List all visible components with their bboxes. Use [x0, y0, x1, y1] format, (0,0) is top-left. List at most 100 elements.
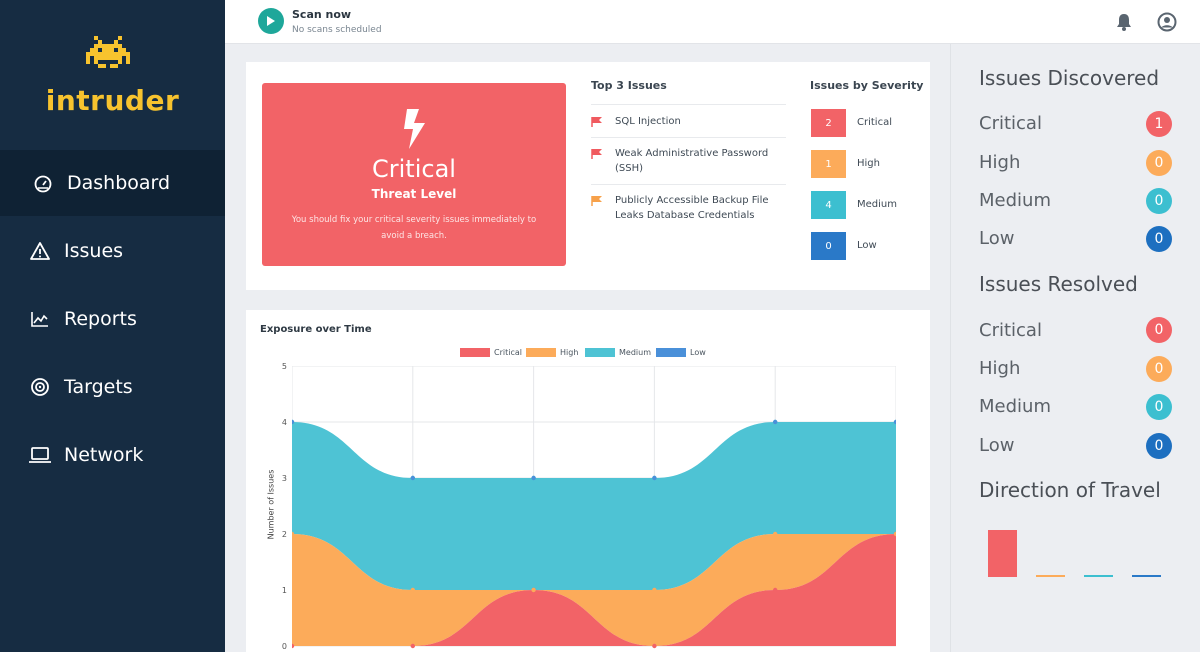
- logo-text: intruder: [45, 84, 180, 117]
- resolved-critical-badge[interactable]: 0: [1146, 317, 1172, 343]
- data-point-high[interactable]: [893, 531, 896, 537]
- data-point-low[interactable]: [652, 475, 657, 481]
- scan-now-label[interactable]: Scan now: [292, 8, 352, 21]
- legend-swatch: [526, 348, 556, 357]
- legend-critical[interactable]: Critical: [460, 348, 522, 357]
- issues-discovered-title: Issues Discovered: [979, 66, 1160, 90]
- flag-icon: [591, 117, 602, 127]
- laptop-icon: [28, 443, 52, 467]
- direction-bar: [988, 530, 1017, 577]
- dashboard-gauge-icon: [31, 171, 55, 195]
- resolved-low-badge[interactable]: 0: [1146, 433, 1172, 459]
- severity-critical-label: Critical: [857, 117, 892, 128]
- radar-target-icon: [28, 375, 52, 399]
- scan-schedule-status: No scans scheduled: [292, 25, 382, 35]
- nav-reports[interactable]: Reports: [0, 286, 225, 352]
- resolved-low-label: Low: [979, 435, 1015, 456]
- discovered-low-badge[interactable]: 0: [1146, 226, 1172, 252]
- data-point-low[interactable]: [773, 419, 778, 425]
- direction-bar: [1036, 575, 1065, 577]
- data-point-critical[interactable]: [292, 643, 295, 649]
- threat-level-caption: Threat Level: [371, 187, 457, 201]
- severity-high-count[interactable]: 1: [811, 150, 846, 178]
- legend-label: Medium: [619, 348, 651, 357]
- severity-title: Issues by Severity: [810, 79, 924, 92]
- threat-level-value: Critical: [372, 155, 456, 183]
- discovered-high-label: High: [979, 152, 1021, 173]
- legend-swatch: [656, 348, 686, 357]
- area-series-critical: [292, 534, 896, 646]
- warning-triangle-icon: [28, 239, 52, 263]
- flag-icon: [591, 149, 602, 159]
- space-invader-logo-icon: [86, 36, 130, 68]
- discovered-medium-badge[interactable]: 0: [1146, 188, 1172, 214]
- nav-targets[interactable]: Targets: [0, 354, 225, 420]
- exposure-area-chart: [292, 366, 896, 649]
- nav-dashboard[interactable]: Dashboard: [0, 150, 225, 216]
- severity-low-count[interactable]: 0: [811, 232, 846, 260]
- severity-critical-count[interactable]: 2: [811, 109, 846, 137]
- top-issues-title: Top 3 Issues: [591, 79, 667, 92]
- direction-of-travel-chart: [988, 530, 1161, 577]
- data-point-high[interactable]: [773, 531, 778, 537]
- data-point-low[interactable]: [410, 475, 415, 481]
- top-issue-item[interactable]: Weak Administrative Password (SSH): [591, 137, 786, 184]
- y-tick-label: 3: [281, 474, 287, 483]
- discovered-high-badge[interactable]: 0: [1146, 150, 1172, 176]
- data-point-critical[interactable]: [652, 643, 657, 649]
- chart-line-icon: [28, 307, 52, 331]
- legend-label: Critical: [494, 348, 522, 357]
- data-point-high[interactable]: [410, 587, 415, 593]
- discovered-medium-label: Medium: [979, 190, 1051, 211]
- legend-low[interactable]: Low: [656, 348, 706, 357]
- legend-swatch: [585, 348, 615, 357]
- data-point-high[interactable]: [292, 531, 295, 537]
- legend-high[interactable]: High: [526, 348, 578, 357]
- top-issue-item[interactable]: Publicly Accessible Backup File Leaks Da…: [591, 184, 786, 230]
- data-point-critical[interactable]: [410, 643, 415, 649]
- resolved-high-label: High: [979, 358, 1021, 379]
- notification-bell-icon[interactable]: [1114, 12, 1134, 32]
- data-point-high[interactable]: [531, 587, 536, 593]
- direction-bar: [1132, 575, 1161, 577]
- data-point-critical[interactable]: [773, 587, 778, 593]
- severity-medium-label: Medium: [857, 199, 897, 210]
- data-point-high[interactable]: [652, 587, 657, 593]
- discovered-critical-label: Critical: [979, 113, 1042, 134]
- legend-swatch: [460, 348, 490, 357]
- y-tick-label: 0: [281, 642, 287, 651]
- legend-medium[interactable]: Medium: [585, 348, 651, 357]
- chart-title: Exposure over Time: [260, 324, 372, 335]
- y-tick-label: 5: [281, 362, 287, 371]
- nav-label: Targets: [64, 376, 133, 398]
- data-point-low[interactable]: [893, 419, 896, 425]
- legend-label: High: [560, 348, 579, 357]
- resolved-medium-badge[interactable]: 0: [1146, 394, 1172, 420]
- discovered-critical-badge[interactable]: 1: [1146, 111, 1172, 137]
- nav-network[interactable]: Network: [0, 422, 225, 488]
- area-series-high: [292, 534, 896, 646]
- data-point-low[interactable]: [292, 419, 295, 425]
- area-series-medium: [292, 422, 896, 590]
- severity-high-label: High: [857, 158, 880, 169]
- top-issue-text: SQL Injection: [615, 116, 681, 127]
- resolved-medium-label: Medium: [979, 396, 1051, 417]
- y-tick-label: 2: [281, 530, 287, 539]
- nav-label: Reports: [64, 308, 137, 330]
- top-issue-text: Weak Administrative Password (SSH): [615, 148, 769, 174]
- lightning-bolt-icon: [404, 109, 425, 149]
- direction-of-travel-title: Direction of Travel: [979, 478, 1161, 502]
- nav-label: Issues: [64, 240, 124, 262]
- flag-icon: [591, 196, 602, 206]
- severity-medium-count[interactable]: 4: [811, 191, 846, 219]
- y-tick-label: 1: [281, 586, 287, 595]
- threat-message: You should fix your critical severity is…: [291, 215, 537, 241]
- resolved-high-badge[interactable]: 0: [1146, 356, 1172, 382]
- scan-now-button[interactable]: [258, 8, 284, 34]
- severity-low-label: Low: [857, 240, 877, 251]
- data-point-low[interactable]: [531, 475, 536, 481]
- discovered-low-label: Low: [979, 228, 1015, 249]
- nav-issues[interactable]: Issues: [0, 218, 225, 284]
- user-account-icon[interactable]: [1157, 12, 1177, 32]
- top-issue-item[interactable]: SQL Injection: [591, 104, 786, 137]
